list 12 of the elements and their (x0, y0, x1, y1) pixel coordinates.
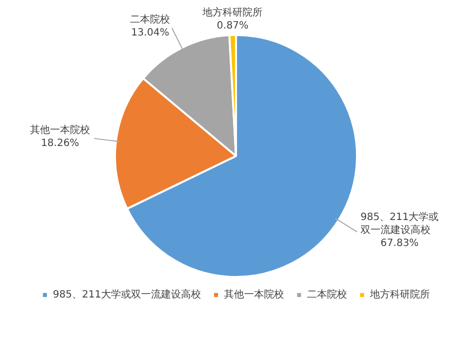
data-label: 13.04% (131, 28, 170, 39)
slice-label: 其他一本院校 (30, 124, 90, 136)
slice-label: 985、211大学或双一流建设高校 (360, 211, 439, 236)
legend-label: 地方科研院所 (369, 288, 430, 301)
data-label: 67.83% (380, 238, 419, 250)
legend-label: 其他一本院校 (224, 288, 284, 301)
data-label: 0.87% (216, 20, 249, 32)
slice-label: 地方科研院所 (202, 6, 263, 19)
slice-label: 二本院校 (130, 14, 170, 26)
data-label: 18.26% (41, 138, 80, 150)
legend-label: 二本院校 (307, 288, 348, 301)
legend-label: 985、211大学或双一流建设高校 (52, 288, 202, 301)
